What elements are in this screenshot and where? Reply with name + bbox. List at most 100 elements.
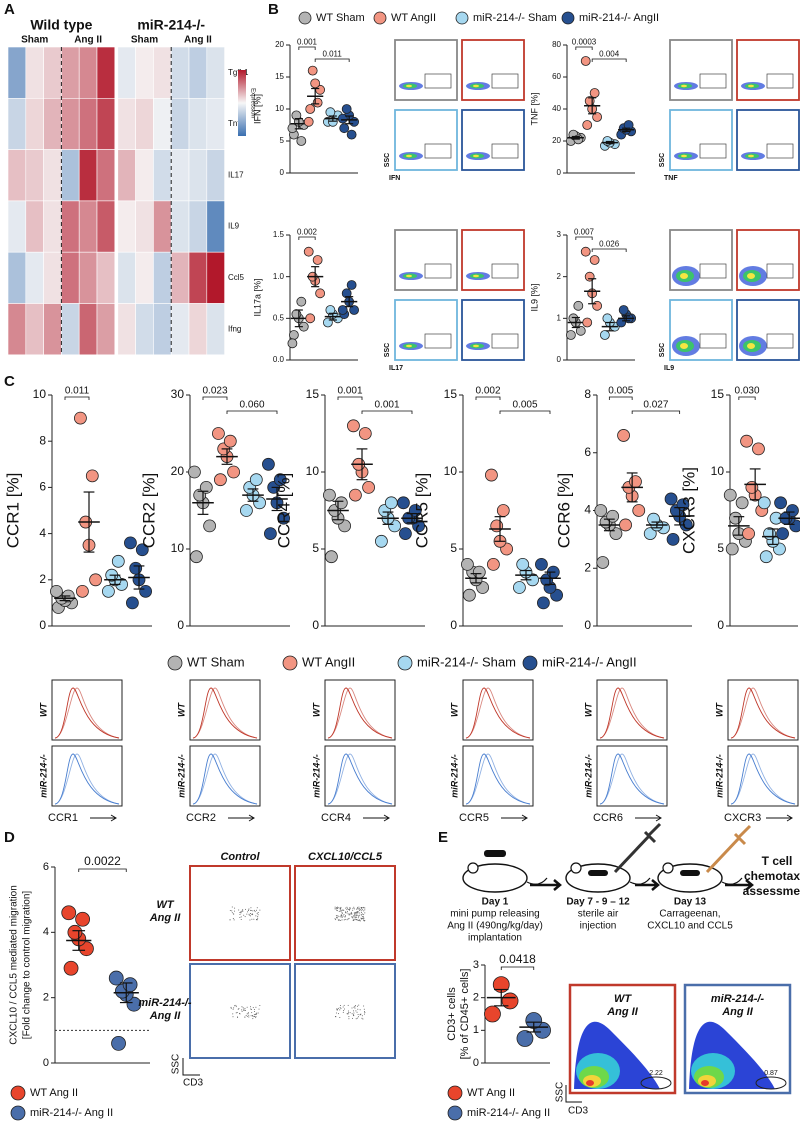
p-value: 0.060: [239, 400, 264, 411]
flow-event: [362, 916, 364, 918]
y-axis-label: CXCR3 [%]: [679, 467, 698, 554]
flow-event: [360, 1013, 362, 1015]
y-tick-label: 5: [280, 136, 285, 145]
data-point: [516, 558, 530, 571]
heatmap-cell: [78, 46, 98, 99]
heatmap-cell: [117, 303, 136, 356]
data-point: [348, 488, 362, 502]
heatmap-cell: [153, 98, 172, 150]
flow-event: [334, 918, 336, 920]
flow-event: [252, 910, 254, 912]
flow-event: [353, 906, 355, 908]
data-point: [122, 977, 138, 992]
flow-event: [241, 1009, 243, 1011]
flow-column-label: CXCL10/CCL5: [308, 851, 383, 863]
heatmap-cell: [25, 251, 44, 304]
data-point: [592, 300, 603, 311]
data-point: [729, 511, 742, 525]
flow-event: [257, 1012, 259, 1014]
heatmap-cell: [153, 251, 172, 304]
flow-event: [257, 917, 259, 919]
flow-event: [358, 1004, 360, 1006]
flow-plot: [736, 109, 800, 171]
flow-plot: [736, 39, 800, 101]
y-tick-label: 10: [306, 464, 320, 478]
data-point: [111, 554, 125, 568]
flow-gate: [699, 263, 727, 279]
heatmap-cell: [170, 149, 190, 202]
flow-event: [349, 914, 351, 916]
data-point: [757, 496, 771, 510]
condition-label: Sham: [21, 35, 48, 46]
flow-axis-label: SSC: [555, 1082, 566, 1103]
heatmap-cell: [188, 149, 208, 202]
histogram-box: [727, 745, 799, 807]
flow-density: [748, 154, 754, 158]
flow-event: [343, 1010, 345, 1012]
data-point: [325, 305, 336, 315]
flow-column-label: Control: [220, 851, 260, 863]
flow-gate: [699, 333, 727, 349]
data-point: [339, 123, 350, 134]
panel-label: B: [268, 1, 279, 18]
y-tick-label: 5: [450, 541, 457, 555]
heatmap-cell: [135, 98, 154, 150]
p-value: 0.026: [599, 239, 620, 248]
flow-event: [248, 914, 250, 916]
y-tick-label: 1: [473, 1024, 479, 1036]
flow-event: [357, 1016, 359, 1018]
pump: [484, 850, 506, 857]
syringe: [705, 824, 752, 874]
histogram-curve: [730, 753, 796, 805]
step-text: implantation: [468, 933, 522, 944]
arrow: [228, 814, 255, 822]
y-tick-label: 5: [717, 541, 724, 555]
histogram-curve: [327, 687, 393, 739]
flow-event: [230, 1006, 232, 1008]
flow-event: [360, 912, 362, 914]
flow-event: [357, 917, 359, 919]
flow-event: [355, 1018, 357, 1020]
legend-label: miR-214-/- AngII: [542, 654, 637, 669]
heatmap-cell: [135, 251, 154, 304]
flow-event: [243, 1009, 245, 1011]
flow-event: [357, 908, 359, 910]
heatmap-cell: [153, 46, 172, 99]
flow-event: [335, 908, 337, 910]
flow-event: [364, 909, 366, 911]
flow-density: [680, 343, 688, 349]
y-tick-label: 8: [584, 387, 591, 401]
y-axis-label: TNF [%]: [529, 93, 539, 126]
mouse-tail: [721, 877, 743, 885]
data-point: [723, 488, 737, 502]
row-label: IL9: [228, 222, 240, 231]
flow-event: [337, 1013, 339, 1015]
heatmap-cell: [96, 200, 116, 253]
y-tick-label: 0: [557, 355, 562, 364]
flow-event: [341, 914, 343, 916]
legend-marker: [397, 655, 413, 671]
data-point: [461, 558, 474, 571]
heatmap-cell: [206, 251, 225, 304]
y-tick-label: 0: [312, 618, 319, 632]
legend-label: miR-214-/- Sham: [417, 654, 516, 669]
data-point: [606, 509, 620, 523]
data-point: [346, 280, 357, 290]
heatmap-cell: [43, 46, 62, 99]
flow-event: [353, 1014, 355, 1016]
flow-event: [235, 1006, 237, 1008]
flow-event: [338, 911, 340, 913]
flow-event: [254, 1013, 256, 1015]
heatmap-cell: [43, 303, 62, 356]
y-tick-label: 4: [584, 503, 591, 517]
flow-plot: [394, 39, 458, 101]
data-point: [139, 584, 153, 598]
flow-event: [238, 1008, 240, 1010]
y-tick-label: 15: [711, 387, 725, 401]
heatmap-cell: [188, 303, 208, 356]
heatmap-cell: [135, 149, 154, 202]
flow-event: [256, 919, 258, 921]
flow-event: [239, 917, 241, 919]
arrow: [90, 814, 117, 822]
arrow: [530, 879, 562, 891]
